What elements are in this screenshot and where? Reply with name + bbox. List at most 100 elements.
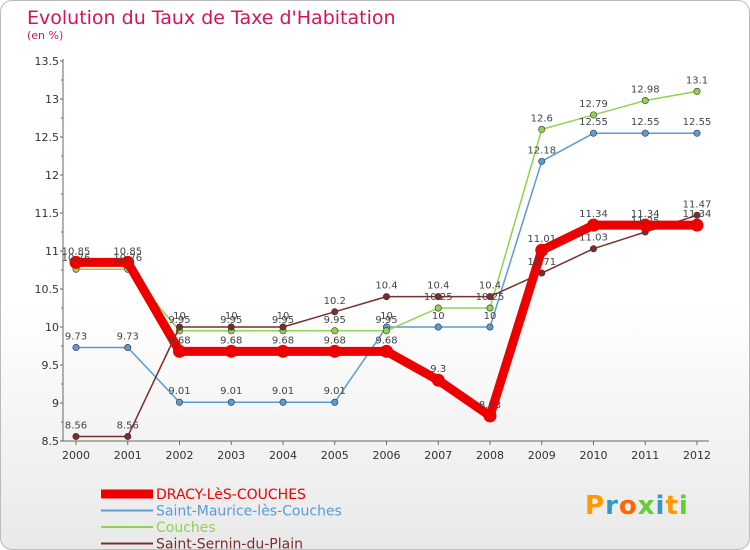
data-label: 12.55 xyxy=(631,117,660,128)
data-label: 12.18 xyxy=(527,145,556,156)
data-point xyxy=(589,245,597,253)
data-point xyxy=(587,218,600,232)
data-label: 10.25 xyxy=(424,292,453,303)
data-label: 12.98 xyxy=(631,85,660,96)
legend-entry: Couches xyxy=(156,520,216,536)
data-label: 10.85 xyxy=(113,246,142,257)
data-label: 10.4 xyxy=(479,281,501,292)
data-label: 10 xyxy=(277,311,290,322)
data-label: 9.95 xyxy=(324,315,346,326)
x-tick-label: 2004 xyxy=(269,449,297,462)
y-tick-label: 10.5 xyxy=(35,283,60,296)
data-label: 8.56 xyxy=(117,420,139,431)
data-point xyxy=(328,344,342,358)
data-label: 10 xyxy=(432,311,445,322)
x-tick-label: 2006 xyxy=(373,449,401,462)
legend-entry: DRACY-LèS-COUCHES xyxy=(156,487,306,503)
y-tick-label: 13 xyxy=(45,93,59,106)
data-point xyxy=(69,255,83,269)
logo-letter: i xyxy=(655,491,666,521)
data-point xyxy=(690,218,704,232)
data-label: 8.56 xyxy=(65,420,87,431)
data-point xyxy=(279,323,287,331)
data-point xyxy=(227,398,235,406)
data-point xyxy=(124,432,132,440)
data-label: 9.3 xyxy=(430,364,446,375)
data-point xyxy=(693,87,701,95)
data-point xyxy=(173,344,186,358)
data-label: 9.95 xyxy=(375,315,397,326)
data-label: 11.47 xyxy=(683,199,712,210)
logo-letter: o xyxy=(618,491,638,521)
x-tick-label: 2003 xyxy=(217,449,245,462)
data-point xyxy=(638,218,652,232)
data-point xyxy=(176,323,184,331)
data-point xyxy=(331,308,339,316)
data-label: 10.76 xyxy=(113,253,142,264)
x-tick-label: 2000 xyxy=(62,449,90,462)
legend-entry: Saint-Maurice-lès-Couches xyxy=(156,504,342,520)
data-point xyxy=(434,323,442,331)
logo-letter: P xyxy=(585,491,606,521)
x-tick-label: 2011 xyxy=(631,449,659,462)
data-label: 10.4 xyxy=(427,281,449,292)
x-tick-label: 2009 xyxy=(528,449,556,462)
x-tick-label: 2008 xyxy=(476,449,504,462)
data-point xyxy=(224,344,238,358)
data-label: 9.01 xyxy=(168,386,190,397)
data-point xyxy=(72,344,80,352)
data-point xyxy=(693,211,701,219)
logo-letter: t xyxy=(665,491,679,521)
data-label: 10.71 xyxy=(527,257,556,268)
data-label: 9.01 xyxy=(220,386,242,397)
proxiti-logo: Proxiti xyxy=(585,491,689,521)
data-point xyxy=(641,129,649,137)
data-label: 11.34 xyxy=(683,209,712,220)
x-tick-label: 2010 xyxy=(580,449,608,462)
data-point xyxy=(538,157,546,165)
data-label: 10.85 xyxy=(62,246,91,257)
x-tick-label: 2007 xyxy=(424,449,452,462)
data-point xyxy=(276,344,290,358)
data-label: 9.73 xyxy=(117,332,139,343)
y-tick-label: 9 xyxy=(52,397,59,410)
data-label: 10.4 xyxy=(375,281,397,292)
x-tick-label: 2005 xyxy=(321,449,349,462)
data-label: 9.95 xyxy=(220,315,242,326)
data-label: 10.76 xyxy=(62,253,91,264)
data-label: 9.68 xyxy=(220,335,242,346)
data-point xyxy=(535,243,549,257)
data-point xyxy=(486,323,494,331)
data-point xyxy=(589,129,597,137)
data-label: 10 xyxy=(484,311,497,322)
y-tick-label: 9.5 xyxy=(42,359,60,372)
y-tick-label: 12.5 xyxy=(35,131,60,144)
logo-letter: r xyxy=(605,491,619,521)
data-label: 11.01 xyxy=(527,234,556,245)
y-tick-label: 8.5 xyxy=(42,435,60,448)
data-point xyxy=(124,344,132,352)
data-label: 11.34 xyxy=(631,209,660,220)
data-point xyxy=(227,323,235,331)
data-point xyxy=(693,129,701,137)
data-label: 9.68 xyxy=(324,335,346,346)
y-tick-label: 13.5 xyxy=(35,55,60,68)
logo-letter: x xyxy=(637,491,656,521)
data-label: 9.73 xyxy=(65,332,87,343)
data-point xyxy=(176,398,184,406)
data-label: 11.25 xyxy=(631,216,660,227)
data-point xyxy=(434,304,442,312)
data-point xyxy=(72,432,80,440)
y-tick-label: 12 xyxy=(45,169,59,182)
data-point xyxy=(538,125,546,133)
series-line xyxy=(75,132,698,403)
data-label: 10 xyxy=(225,311,238,322)
data-point xyxy=(382,327,390,335)
data-point xyxy=(486,304,494,312)
data-point xyxy=(483,409,497,423)
data-point xyxy=(331,327,339,335)
data-label: 9.95 xyxy=(272,315,294,326)
y-axis-unit: (en %) xyxy=(27,29,64,42)
